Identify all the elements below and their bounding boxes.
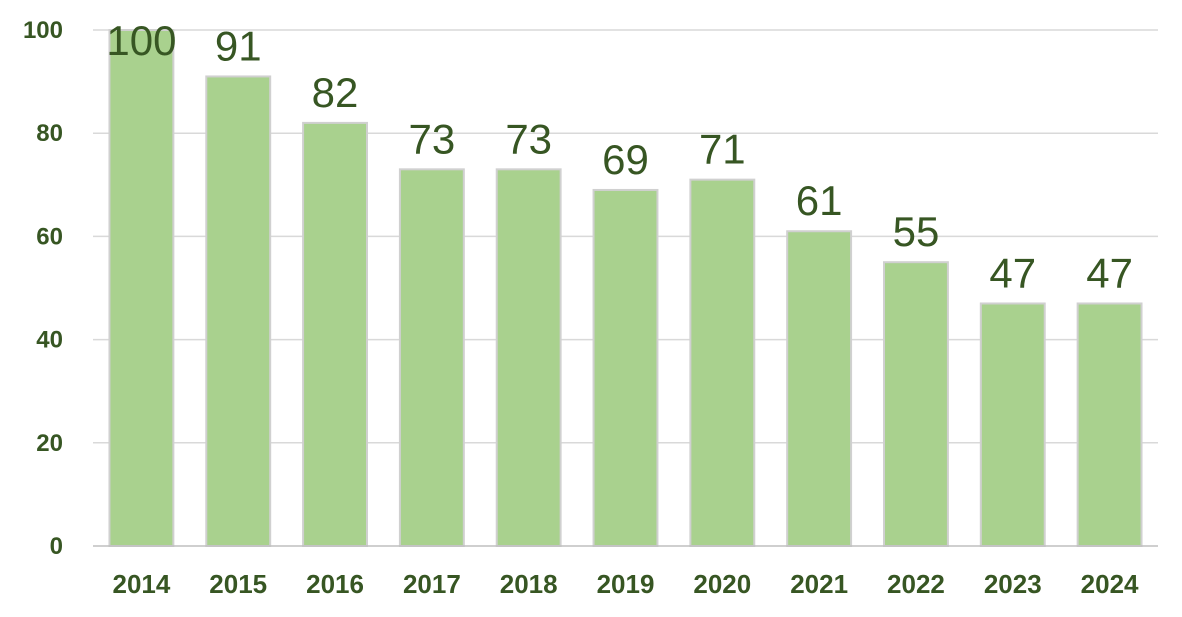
data-label: 73 bbox=[409, 115, 456, 162]
y-tick-label: 20 bbox=[36, 430, 63, 457]
x-tick-label: 2016 bbox=[306, 569, 364, 599]
bar-2015 bbox=[205, 75, 272, 547]
x-tick-label: 2024 bbox=[1081, 569, 1139, 599]
y-axis-labels: 0 20 40 60 80 100 bbox=[23, 17, 63, 560]
bar-2022 bbox=[883, 261, 949, 547]
data-label: 61 bbox=[796, 177, 843, 224]
data-label: 100 bbox=[106, 17, 176, 64]
data-labels: 100 91 82 73 73 69 71 61 55 47 47 bbox=[106, 17, 1133, 296]
bar-2018 bbox=[495, 168, 562, 547]
x-tick-label: 2019 bbox=[597, 569, 655, 599]
x-axis-labels: 2014 2015 2016 2017 2018 2019 2020 2021 2022 2023… bbox=[112, 569, 1139, 599]
y-tick-label: 40 bbox=[36, 327, 63, 354]
data-label: 82 bbox=[312, 69, 359, 116]
y-tick-label: 0 bbox=[50, 533, 63, 560]
bar-2021 bbox=[786, 230, 853, 548]
x-tick-label: 2022 bbox=[887, 569, 945, 599]
x-tick-label: 2014 bbox=[112, 569, 170, 599]
x-tick-label: 2015 bbox=[209, 569, 267, 599]
data-label: 69 bbox=[602, 136, 649, 183]
data-label: 47 bbox=[1086, 249, 1133, 296]
data-label: 91 bbox=[215, 22, 262, 69]
data-label: 47 bbox=[989, 249, 1036, 296]
bar-2017 bbox=[398, 168, 465, 547]
y-tick-label: 80 bbox=[36, 120, 63, 147]
data-label: 71 bbox=[699, 126, 746, 173]
data-label: 73 bbox=[505, 115, 552, 162]
x-tick-label: 2021 bbox=[790, 569, 848, 599]
data-label: 55 bbox=[893, 208, 940, 255]
x-tick-label: 2018 bbox=[500, 569, 558, 599]
y-tick-label: 100 bbox=[23, 17, 63, 44]
bar-2019 bbox=[592, 188, 659, 548]
bar-2016 bbox=[302, 121, 368, 547]
bar-2014 bbox=[108, 29, 175, 547]
x-tick-label: 2017 bbox=[403, 569, 461, 599]
bar-2020 bbox=[689, 178, 756, 547]
bar-2024 bbox=[1076, 302, 1143, 548]
y-tick-label: 60 bbox=[36, 223, 63, 250]
bar-2023 bbox=[979, 302, 1046, 548]
bars bbox=[108, 29, 1143, 548]
x-tick-label: 2020 bbox=[693, 569, 751, 599]
x-tick-label: 2023 bbox=[984, 569, 1042, 599]
